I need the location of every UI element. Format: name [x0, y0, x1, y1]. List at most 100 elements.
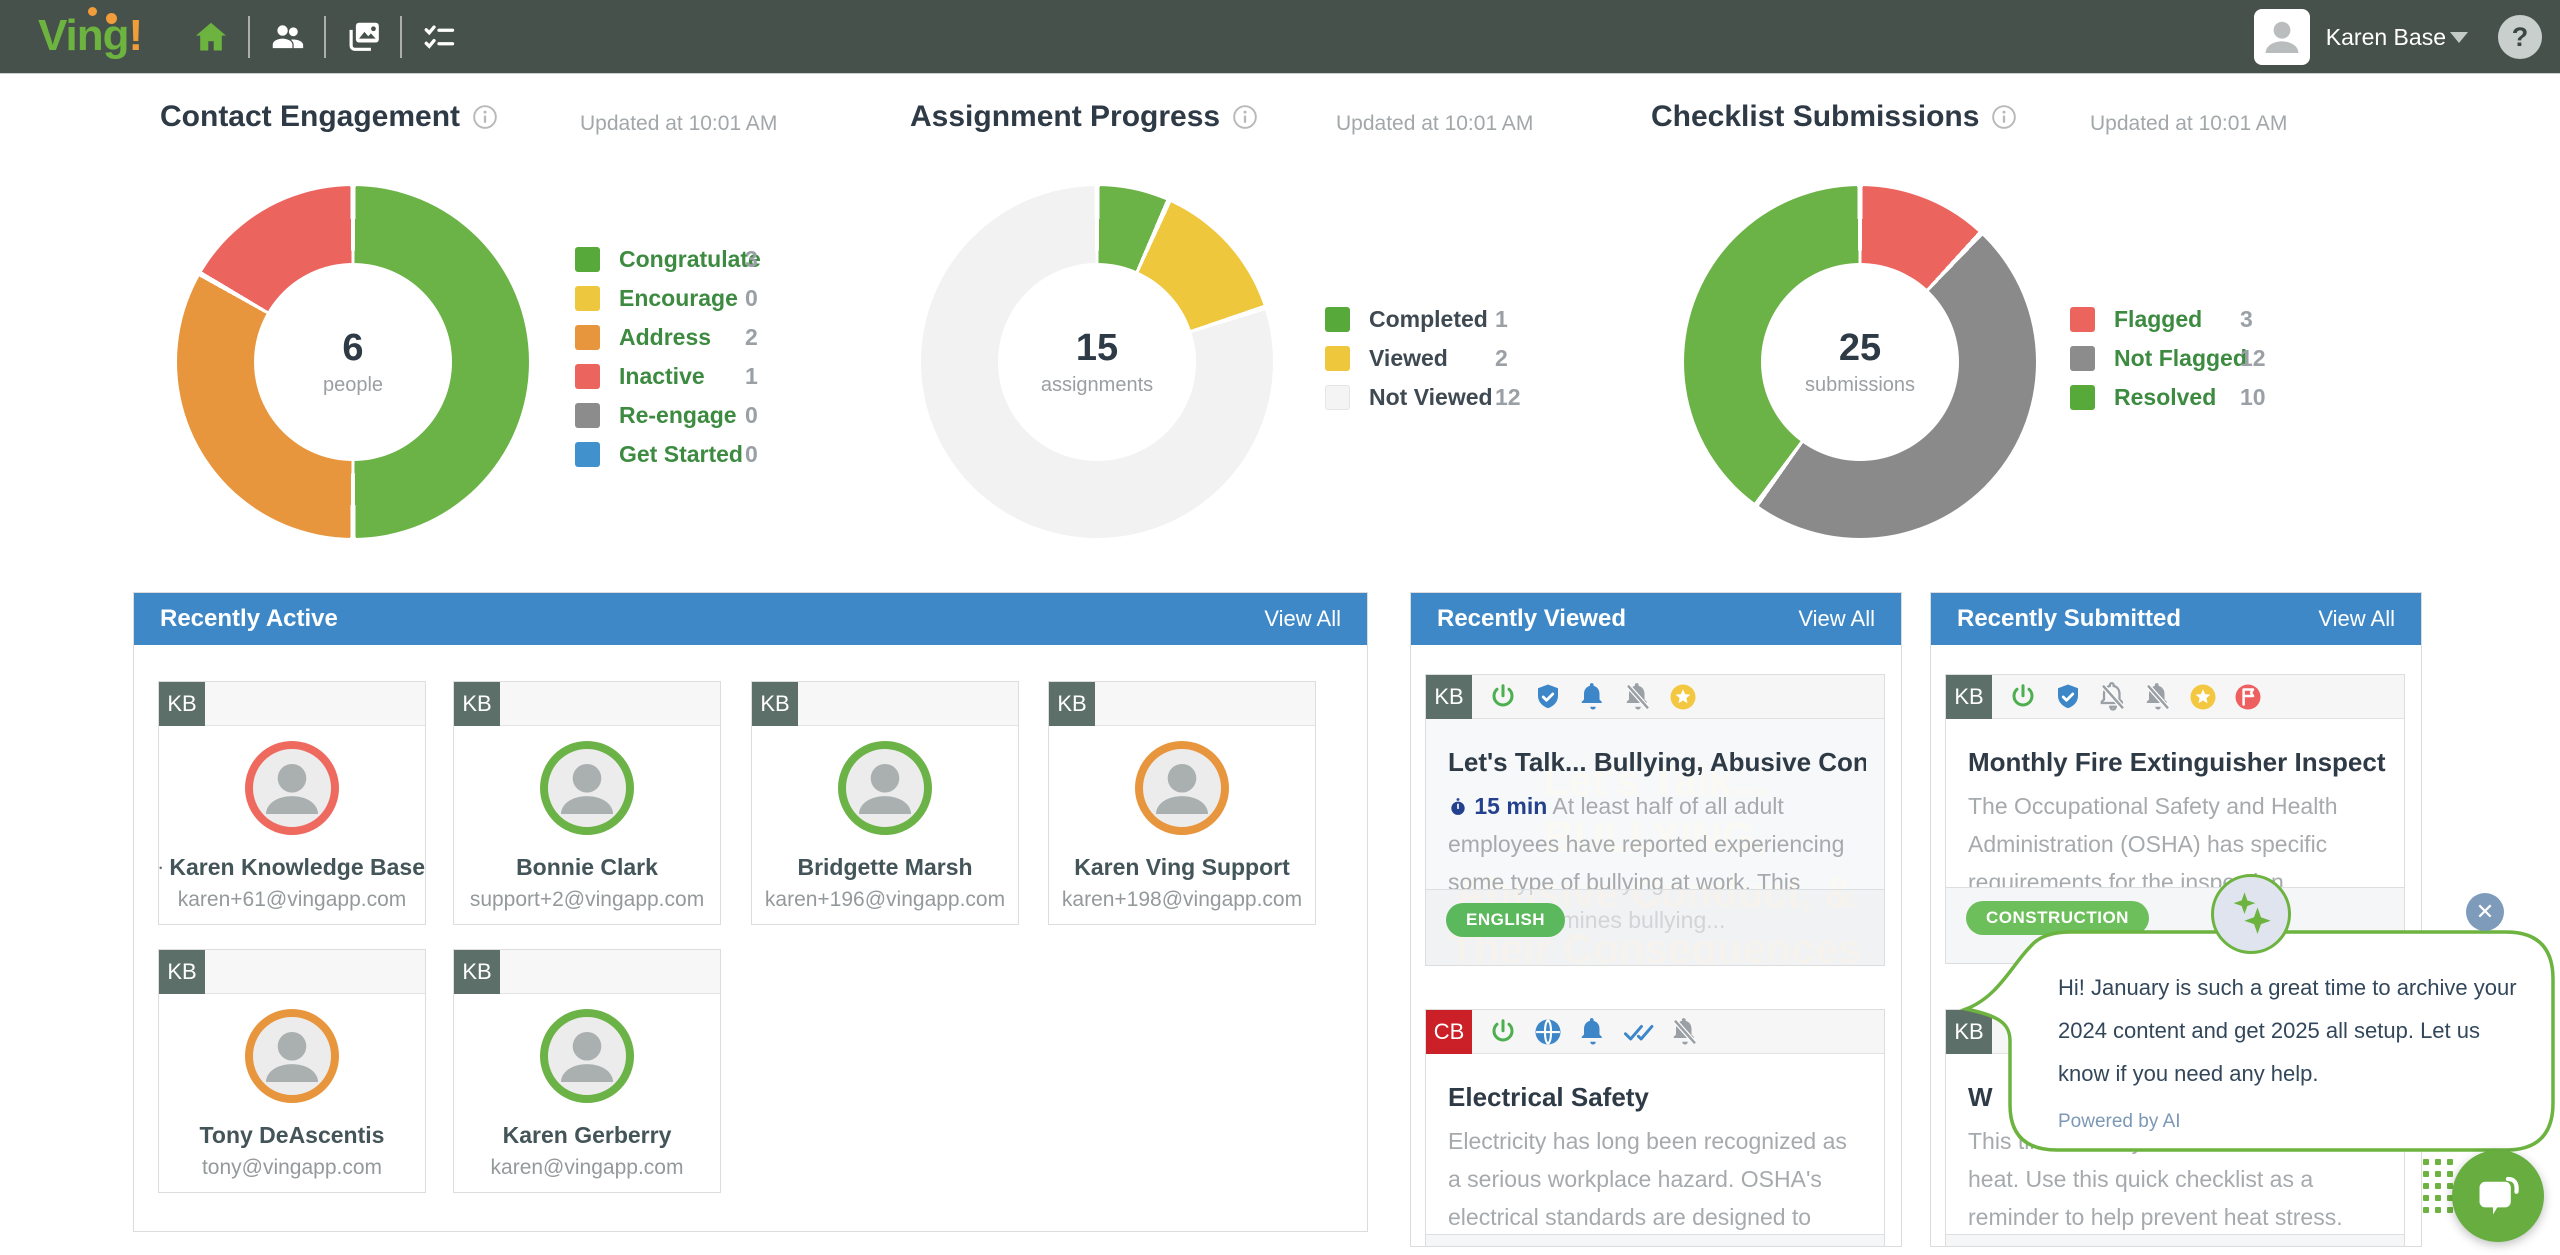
legend-item[interactable]: Not Flagged 12 — [2060, 339, 2320, 378]
user-avatar[interactable] — [2253, 9, 2310, 65]
owner-badge: KB — [1946, 1010, 1992, 1054]
contact-card[interactable]: KB Bonnie Clark support+2@vingapp.com — [453, 681, 721, 925]
panel-title: Recently Active — [160, 605, 338, 632]
user-name: Karen Base — [2325, 23, 2446, 50]
legend-item[interactable]: Inactive 1 — [565, 357, 825, 396]
legend-item[interactable]: Completed 1 — [1315, 300, 1575, 339]
recently-viewed-header: Recently Viewed View All — [1411, 593, 1901, 645]
bell-slash-icon[interactable] — [1670, 1017, 1700, 1047]
view-all-link[interactable]: View All — [1264, 606, 1341, 631]
home-icon[interactable] — [180, 0, 242, 74]
chart-title-text: Checklist Submissions — [1651, 100, 1980, 133]
owner-badge: KB — [1946, 675, 1992, 719]
view-all-link[interactable]: View All — [1798, 606, 1875, 631]
chart-title-text: Contact Engagement — [160, 100, 461, 133]
media-library-icon[interactable] — [332, 0, 394, 74]
contact-card[interactable]: KB Tony DeAscentis tony@vingapp.com — [158, 949, 426, 1193]
bell-slash-icon[interactable] — [2098, 681, 2128, 712]
contact-card[interactable]: KB Karen Knowledge Base karen+61@vingapp… — [158, 681, 426, 925]
shield-check-icon[interactable] — [2053, 682, 2083, 712]
assignment-progress-title: Assignment Progress — [910, 100, 1258, 134]
legend-swatch — [575, 364, 600, 389]
language-pill[interactable]: ENGLISH — [1446, 903, 1566, 937]
legend-item[interactable]: Not Viewed 12 — [1315, 378, 1575, 417]
checklist-submissions-title: Checklist Submissions — [1651, 100, 2017, 134]
checklist-card[interactable]: KB Monthly Fire Extinguisher Inspection … — [1945, 674, 2405, 964]
legend-swatch — [575, 325, 600, 350]
legend-item[interactable]: Viewed 2 — [1315, 339, 1575, 378]
ai-sparkle-button[interactable] — [2211, 874, 2291, 954]
bell-icon[interactable] — [1578, 682, 1608, 712]
checklist-submissions-donut[interactable]: 25 submissions — [1684, 186, 2036, 538]
owner-badge: KB — [159, 950, 205, 994]
owner-badge: KB — [752, 682, 798, 726]
course-title: Electrical Safety — [1448, 1082, 1649, 1112]
contact-name: Karen Gerberry — [502, 1122, 672, 1148]
logo-dot — [88, 7, 97, 16]
shield-check-icon[interactable] — [1533, 682, 1563, 712]
donut-center: 25 submissions — [1761, 263, 1959, 461]
avatar — [245, 1009, 339, 1103]
contact-card[interactable]: KB Karen Gerberry karen@vingapp.com — [453, 949, 721, 1193]
avatar — [245, 741, 339, 835]
user-menu[interactable]: Karen Base — [2326, 24, 2468, 51]
owner-badge: KB — [159, 682, 205, 726]
power-icon[interactable] — [1488, 682, 1518, 712]
contact-name: Bridgette Marsh — [797, 854, 973, 880]
legend-swatch — [2070, 385, 2095, 410]
donut-center-unit: people — [322, 374, 384, 396]
power-icon[interactable] — [1488, 1017, 1518, 1047]
checklist-title: W — [1968, 1082, 1993, 1112]
double-check-icon[interactable] — [1623, 1017, 1655, 1047]
card-strip: KB — [1426, 675, 1884, 719]
legend-swatch — [1325, 385, 1350, 410]
help-button[interactable]: ? — [2498, 15, 2542, 59]
contact-card[interactable]: KB Bridgette Marsh karen+196@vingapp.com — [751, 681, 1019, 925]
donut-center-value: 6 — [342, 327, 364, 369]
ai-popup-content: Hi! January is such a great time to arch… — [2058, 966, 2536, 1143]
category-pill[interactable]: CONSTRUCTION — [1966, 901, 2149, 935]
contacts-icon[interactable] — [256, 0, 318, 74]
star-icon[interactable] — [1668, 682, 1698, 712]
ving-logo[interactable]: Ving! — [38, 7, 143, 61]
bell-slash-icon[interactable] — [1623, 682, 1653, 712]
course-card[interactable]: Let's Talk... BULLYING, Abusive Conduct,… — [1425, 674, 1885, 966]
contact-engagement-donut[interactable]: 6 people — [177, 186, 529, 538]
legend-item[interactable]: Congratulate 3 — [565, 240, 825, 279]
bell-slash-icon[interactable] — [2143, 682, 2173, 712]
assignment-progress-donut[interactable]: 15 assignments — [921, 186, 1273, 538]
contact-card[interactable]: KB Karen Ving Support karen+198@vingapp.… — [1048, 681, 1316, 925]
legend-item[interactable]: Encourage 0 — [565, 279, 825, 318]
ai-popup-bubble[interactable] — [1950, 925, 2560, 1165]
course-card[interactable]: CB Electrical Safety Electricity has lon… — [1425, 1009, 1885, 1246]
legend-item[interactable]: Flagged 3 — [2060, 300, 2320, 339]
verified-shield-icon — [159, 866, 162, 869]
power-icon[interactable] — [2008, 682, 2038, 712]
card-footer: No labels yet — [1946, 1234, 2404, 1246]
info-icon[interactable] — [1232, 104, 1258, 130]
info-icon[interactable] — [1991, 104, 2017, 130]
bell-icon[interactable] — [1578, 1017, 1608, 1047]
legend-swatch — [1325, 346, 1350, 371]
info-icon[interactable] — [472, 104, 498, 130]
donut-center-unit: assignments — [1040, 374, 1154, 396]
legend-item[interactable]: Address 2 — [565, 318, 825, 357]
drag-handle-dots[interactable] — [2423, 1159, 2453, 1213]
contact-name: Karen Ving Support — [1074, 854, 1290, 880]
legend-swatch — [575, 442, 600, 467]
contact-name: Tony DeAscentis — [199, 1122, 385, 1148]
globe-icon[interactable] — [1533, 1017, 1563, 1047]
flag-icon[interactable] — [2233, 682, 2263, 712]
chat-launcher-button[interactable] — [2452, 1150, 2544, 1242]
legend-item[interactable]: Re-engage 0 — [565, 396, 825, 435]
legend-item[interactable]: Resolved 10 — [2060, 378, 2320, 417]
nav-right: Karen Base ? — [2253, 0, 2542, 74]
donut-center-value: 15 — [1075, 327, 1119, 369]
view-all-link[interactable]: View All — [2318, 606, 2395, 631]
avatar — [1135, 741, 1229, 835]
checklists-icon[interactable] — [408, 0, 470, 74]
star-icon[interactable] — [2188, 682, 2218, 712]
legend-item[interactable]: Get Started 0 — [565, 435, 825, 474]
close-icon[interactable]: ✕ — [2466, 893, 2504, 931]
